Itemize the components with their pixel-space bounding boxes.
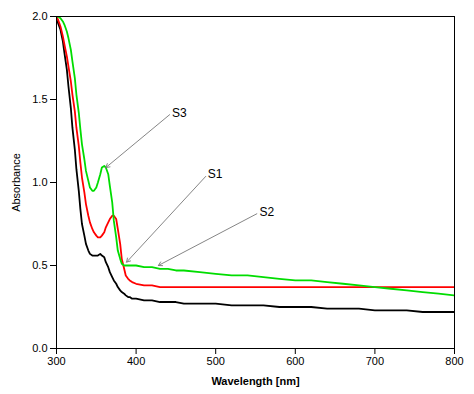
- svg-text:800: 800: [445, 355, 463, 367]
- svg-text:0.5: 0.5: [32, 259, 47, 271]
- svg-text:1.0: 1.0: [32, 176, 47, 188]
- svg-text:300: 300: [47, 355, 65, 367]
- svg-text:700: 700: [366, 355, 384, 367]
- svg-text:Wavelength [nm]: Wavelength [nm]: [211, 375, 300, 387]
- svg-text:500: 500: [207, 355, 225, 367]
- svg-text:S2: S2: [259, 205, 274, 219]
- svg-text:600: 600: [286, 355, 304, 367]
- svg-text:S3: S3: [172, 106, 187, 120]
- svg-text:400: 400: [127, 355, 145, 367]
- svg-text:2.0: 2.0: [32, 10, 47, 22]
- svg-text:1.5: 1.5: [32, 93, 47, 105]
- svg-text:Absorbance: Absorbance: [10, 153, 22, 212]
- svg-text:S1: S1: [208, 167, 223, 181]
- svg-text:0.0: 0.0: [32, 342, 47, 354]
